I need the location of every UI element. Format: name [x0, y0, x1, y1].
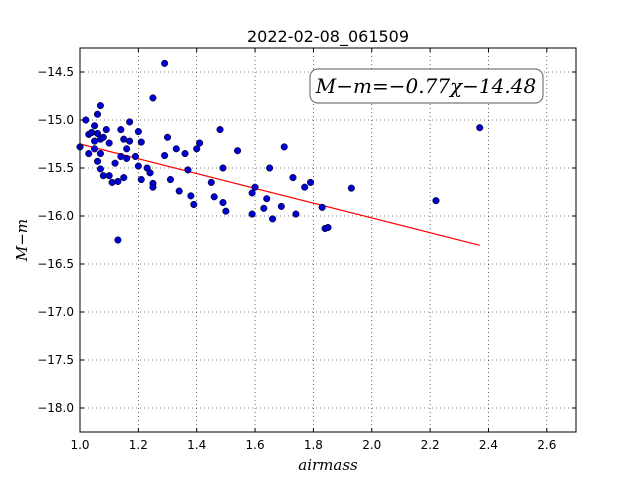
data-point [190, 200, 198, 209]
data-point [93, 157, 102, 165]
x-tick-label: 1.4 [187, 438, 206, 452]
y-tick-label: −17.5 [37, 353, 74, 367]
x-tick-label: 2.6 [537, 438, 556, 452]
data-point [260, 204, 268, 212]
data-point [123, 145, 131, 153]
data-point [324, 223, 332, 232]
data-point [123, 154, 131, 162]
data-point [207, 178, 215, 186]
data-point [432, 197, 440, 205]
y-tick-label: −18.0 [37, 401, 74, 415]
axis-ticks: 1.0 1.2 1.4 1.6 1.8 2.0 2.2 2.4 2.6 −14.5 −15.0 −15… [37, 48, 576, 452]
annotation-box [309, 68, 544, 104]
data-point [85, 150, 93, 158]
y-tick-label: −16.5 [37, 257, 74, 271]
data-point [318, 203, 326, 211]
data-point [117, 126, 125, 134]
data-point [263, 195, 271, 203]
data-point [277, 202, 285, 210]
data-point [172, 145, 180, 153]
data-point [210, 193, 218, 201]
data-point [280, 143, 288, 151]
data-point [161, 151, 169, 160]
data-point [149, 183, 157, 191]
data-point [219, 164, 227, 172]
data-point [175, 187, 183, 195]
data-point [91, 145, 99, 153]
data-point [219, 199, 227, 207]
chart-title: 2022-02-08_061509 [247, 27, 409, 47]
data-point [105, 172, 113, 180]
x-tick-label: 1.0 [70, 438, 89, 452]
x-tick-label: 1.8 [304, 438, 323, 452]
y-tick-label: −15.0 [37, 113, 74, 127]
data-point [91, 122, 99, 130]
data-point [111, 159, 119, 167]
data-point [105, 139, 113, 147]
data-point [292, 210, 300, 218]
data-point [187, 192, 195, 200]
y-tick-label: −16.0 [37, 209, 74, 223]
data-point [306, 178, 315, 186]
data-point [114, 177, 122, 185]
data-point [193, 145, 201, 153]
x-tick-label: 2.2 [421, 438, 440, 452]
x-axis-label: airmass [298, 456, 358, 474]
data-point [108, 178, 116, 186]
data-point [96, 102, 104, 110]
data-point [114, 236, 122, 244]
data-point [476, 124, 484, 132]
data-point [126, 137, 134, 145]
data-point [196, 139, 204, 147]
x-tick-label: 2.0 [362, 438, 381, 452]
data-point [96, 150, 104, 158]
data-point [248, 189, 256, 197]
data-point [137, 175, 145, 184]
x-tick-label: 2.4 [479, 438, 498, 452]
data-point [134, 127, 142, 136]
fit-line [79, 143, 480, 246]
data-point [102, 126, 110, 134]
x-tick-label: 1.6 [246, 438, 265, 452]
y-tick-label: −14.5 [37, 65, 74, 79]
data-point [126, 118, 134, 126]
data-point [269, 215, 277, 223]
data-point [93, 129, 102, 137]
data-point [161, 59, 169, 67]
y-tick-label: −15.5 [37, 161, 74, 175]
data-point [216, 126, 224, 134]
data-point [137, 138, 145, 146]
x-tick-label: 1.2 [129, 438, 148, 452]
data-point [184, 166, 192, 174]
data-point [248, 210, 256, 218]
data-point [146, 169, 154, 177]
data-point [88, 128, 96, 137]
grid [79, 48, 576, 432]
data-point [301, 183, 309, 191]
y-axis-label: M−m [13, 219, 31, 262]
equation-annotation: M−m=−0.77χ−14.48 [309, 68, 544, 104]
data-point [347, 184, 355, 192]
data-point [120, 174, 128, 182]
data-point [93, 110, 102, 118]
points-layer [76, 59, 484, 244]
fit-equation: M−m=−0.77χ−14.48 [315, 74, 536, 98]
data-point [163, 133, 172, 141]
fit-line-layer [79, 143, 480, 246]
y-tick-label: −17.0 [37, 305, 74, 319]
data-point [166, 175, 174, 184]
plot-frame [79, 47, 577, 433]
data-point [134, 162, 142, 170]
data-point [234, 147, 242, 155]
data-point [289, 174, 297, 182]
data-point [96, 165, 104, 173]
data-point [149, 94, 157, 102]
data-point [131, 152, 139, 161]
data-point [251, 183, 259, 191]
data-point [266, 164, 274, 172]
data-point [222, 207, 230, 215]
data-point [99, 133, 107, 141]
data-point [181, 150, 189, 158]
